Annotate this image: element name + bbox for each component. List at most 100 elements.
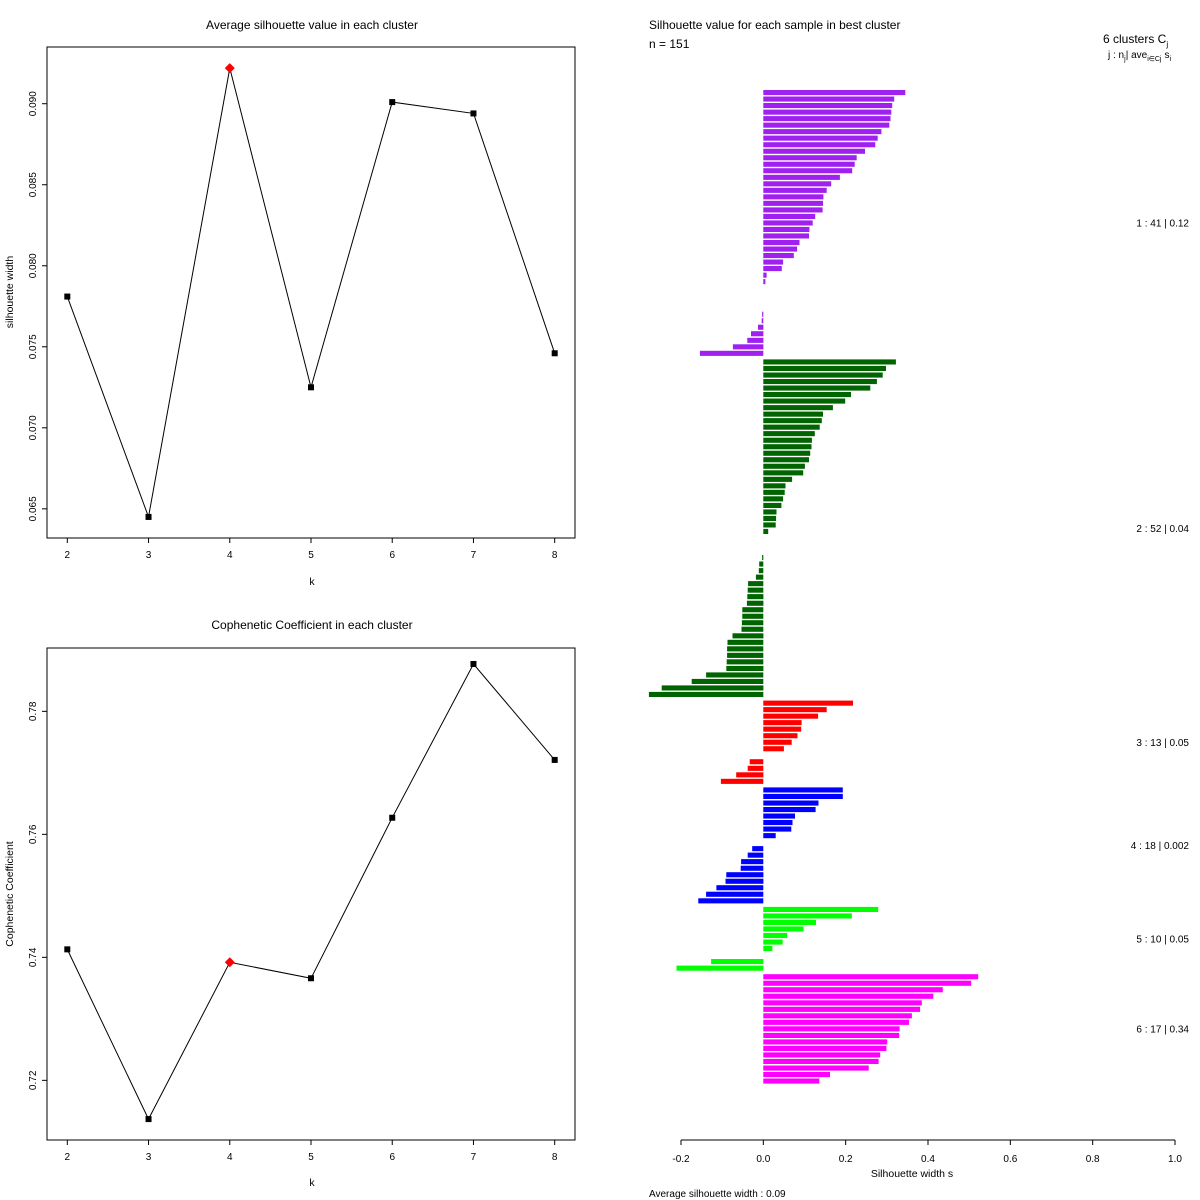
silhouette-bar-cluster-2 [706,672,764,678]
silhouette-bar-cluster-3 [747,765,764,771]
silhouette-plot-marks: -0.2 0.0 0.2 0.4 0.6 0.8 1.0 1 : 41 | 0.12 2 : 5… [648,90,1189,1165]
silhouette-bar-cluster-1 [763,168,853,174]
silhouette-bar-cluster-4 [763,813,795,819]
silhouette-bar-cluster-1 [763,259,784,265]
silhouette-bar-cluster-2 [763,496,784,502]
silhouette-bar-cluster-6 [763,1019,909,1025]
silhouette-bar-cluster-2 [742,607,764,613]
silhouette-bar-cluster-2 [742,613,764,619]
silhouette-bar-cluster-2 [726,659,764,665]
silhouette-bar-cluster-2 [763,365,886,371]
silhouette-bar-cluster-4 [716,885,764,891]
cophenetic-by-k-point [389,814,396,821]
silhouette-bar-cluster-5 [711,959,764,965]
silhouette-by-k-x-tick-label: 4 [227,550,233,561]
silhouette-bar-cluster-4 [706,891,764,897]
silhouette-by-k-y-tick-label: 0.075 [28,334,39,359]
silhouette-bar-cluster-2 [726,665,764,671]
silhouette-plot-x-tick-label: 0.4 [921,1154,935,1165]
silhouette-bar-cluster-1 [763,207,823,213]
silhouette-bar-cluster-6 [763,1013,912,1019]
silhouette-bar-cluster-2 [763,405,833,411]
silhouette-bar-cluster-1 [758,324,764,330]
silhouette-bar-cluster-5 [763,933,788,939]
silhouette-bar-cluster-5 [763,926,804,932]
silhouette-bar-cluster-5 [763,919,816,925]
cophenetic-by-k-x-tick-label: 2 [65,1152,71,1163]
cophenetic-by-k-panel: Cophenetic Coefficient in each cluster k… [4,618,576,1189]
silhouette-bar-cluster-3 [720,778,764,784]
silhouette-bar-cluster-2 [741,620,764,626]
silhouette-bar-cluster-2 [747,594,764,600]
silhouette-bar-cluster-2 [727,646,764,652]
silhouette-bar-cluster-4 [740,865,764,871]
silhouette-by-k-point [64,293,71,300]
silhouette-bar-cluster-2 [759,561,764,567]
cophenetic-by-k-x-tick-label: 5 [308,1152,314,1163]
silhouette-by-k-xlabel: k [309,576,315,588]
silhouette-bar-cluster-4 [747,852,764,858]
cophenetic-by-k-y-tick-label: 0.78 [28,701,39,721]
silhouette-bar-cluster-2 [763,483,786,489]
silhouette-bar-cluster-6 [763,1039,888,1045]
silhouette-bar-cluster-1 [732,344,764,350]
silhouette-bar-cluster-2 [758,568,764,574]
cophenetic-by-k-point [64,946,71,953]
silhouette-bar-cluster-6 [763,993,934,999]
cophenetic-by-k-x-tick-label: 3 [146,1152,152,1163]
cophenetic-by-k-y-tick-label: 0.76 [28,824,39,844]
silhouette-bar-cluster-1 [763,213,816,219]
silhouette-bar-cluster-2 [763,444,812,450]
silhouette-bar-cluster-1 [763,142,876,148]
silhouette-bar-cluster-2 [763,418,822,424]
silhouette-bar-cluster-2 [763,372,883,378]
silhouette-by-k-y-tick-label: 0.085 [28,172,39,197]
silhouette-bar-cluster-1 [763,220,813,226]
silhouette-bar-cluster-6 [763,1052,881,1058]
silhouette-by-k-point [551,350,558,357]
silhouette-bar-cluster-2 [763,450,811,456]
silhouette-bar-cluster-5 [763,939,783,945]
silhouette-bar-cluster-1 [763,194,824,200]
silhouette-legend-subtitle: j : nj| avei∈Cj si [1107,50,1171,63]
silhouette-bar-cluster-1 [763,122,890,128]
silhouette-by-k-point [308,384,314,391]
silhouette-bar-cluster-3 [763,700,853,706]
silhouette-bar-cluster-1 [763,155,857,161]
silhouette-by-k-ylabel: silhouette width [4,256,16,329]
silhouette-bar-cluster-3 [763,739,792,745]
silhouette-bar-cluster-2 [762,555,764,561]
silhouette-bar-cluster-2 [763,359,896,365]
cophenetic-by-k-xlabel: k [309,1177,315,1189]
silhouette-bar-cluster-4 [763,793,843,799]
silhouette-by-k-point [145,513,152,520]
silhouette-bar-cluster-6 [763,1026,900,1032]
silhouette-bar-cluster-1 [763,90,906,96]
silhouette-by-k-point [389,99,396,106]
silhouette-bar-cluster-6 [763,974,979,980]
silhouette-bar-cluster-4 [741,859,764,865]
silhouette-bar-cluster-1 [763,279,766,285]
silhouette-by-k-panel: Average silhouette value in each cluster… [4,18,576,588]
silhouette-bar-cluster-2 [763,476,793,482]
silhouette-bar-cluster-2 [691,678,764,684]
cophenetic-by-k-x-tick-label: 7 [471,1152,477,1163]
silhouette-bar-cluster-2 [763,457,809,463]
silhouette-bar-cluster-4 [698,898,764,904]
silhouette-by-k-x-tick-label: 6 [389,550,395,561]
silhouette-bar-cluster-2 [763,528,769,534]
silhouette-bar-cluster-6 [763,1065,869,1071]
silhouette-bar-cluster-2 [755,574,764,580]
silhouette-plot-x-tick-label: 1.0 [1168,1154,1182,1165]
silhouette-by-k-point [470,110,477,117]
silhouette-bar-cluster-2 [763,515,777,521]
silhouette-bar-cluster-2 [763,470,804,476]
silhouette-bar-cluster-1 [763,129,882,135]
silhouette-by-k-y-tick-label: 0.065 [28,496,39,521]
silhouette-bar-cluster-2 [763,431,815,437]
silhouette-bar-cluster-4 [752,846,764,852]
silhouette-plot-average-width: Average silhouette width : 0.09 [649,1189,786,1200]
silhouette-plot-x-tick-label: 0.8 [1086,1154,1100,1165]
silhouette-bar-cluster-2 [732,633,764,639]
